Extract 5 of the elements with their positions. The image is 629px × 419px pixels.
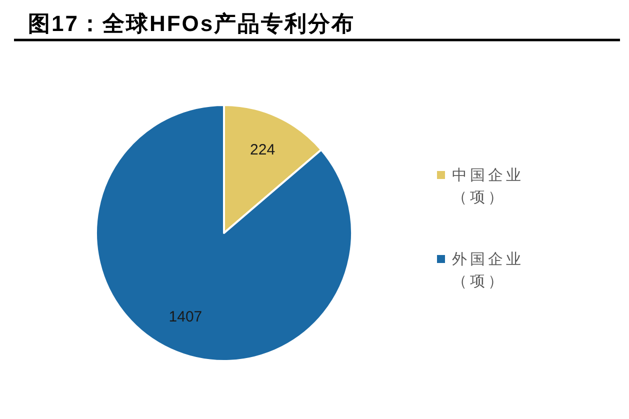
- data-label: 224: [250, 141, 276, 158]
- legend-label: 中国企业（项）: [452, 165, 525, 208]
- legend-label: 外国企业（项）: [452, 249, 525, 292]
- data-label: 1407: [168, 308, 202, 326]
- chart-title: 图17：全球HFOs产品专利分布: [28, 11, 356, 36]
